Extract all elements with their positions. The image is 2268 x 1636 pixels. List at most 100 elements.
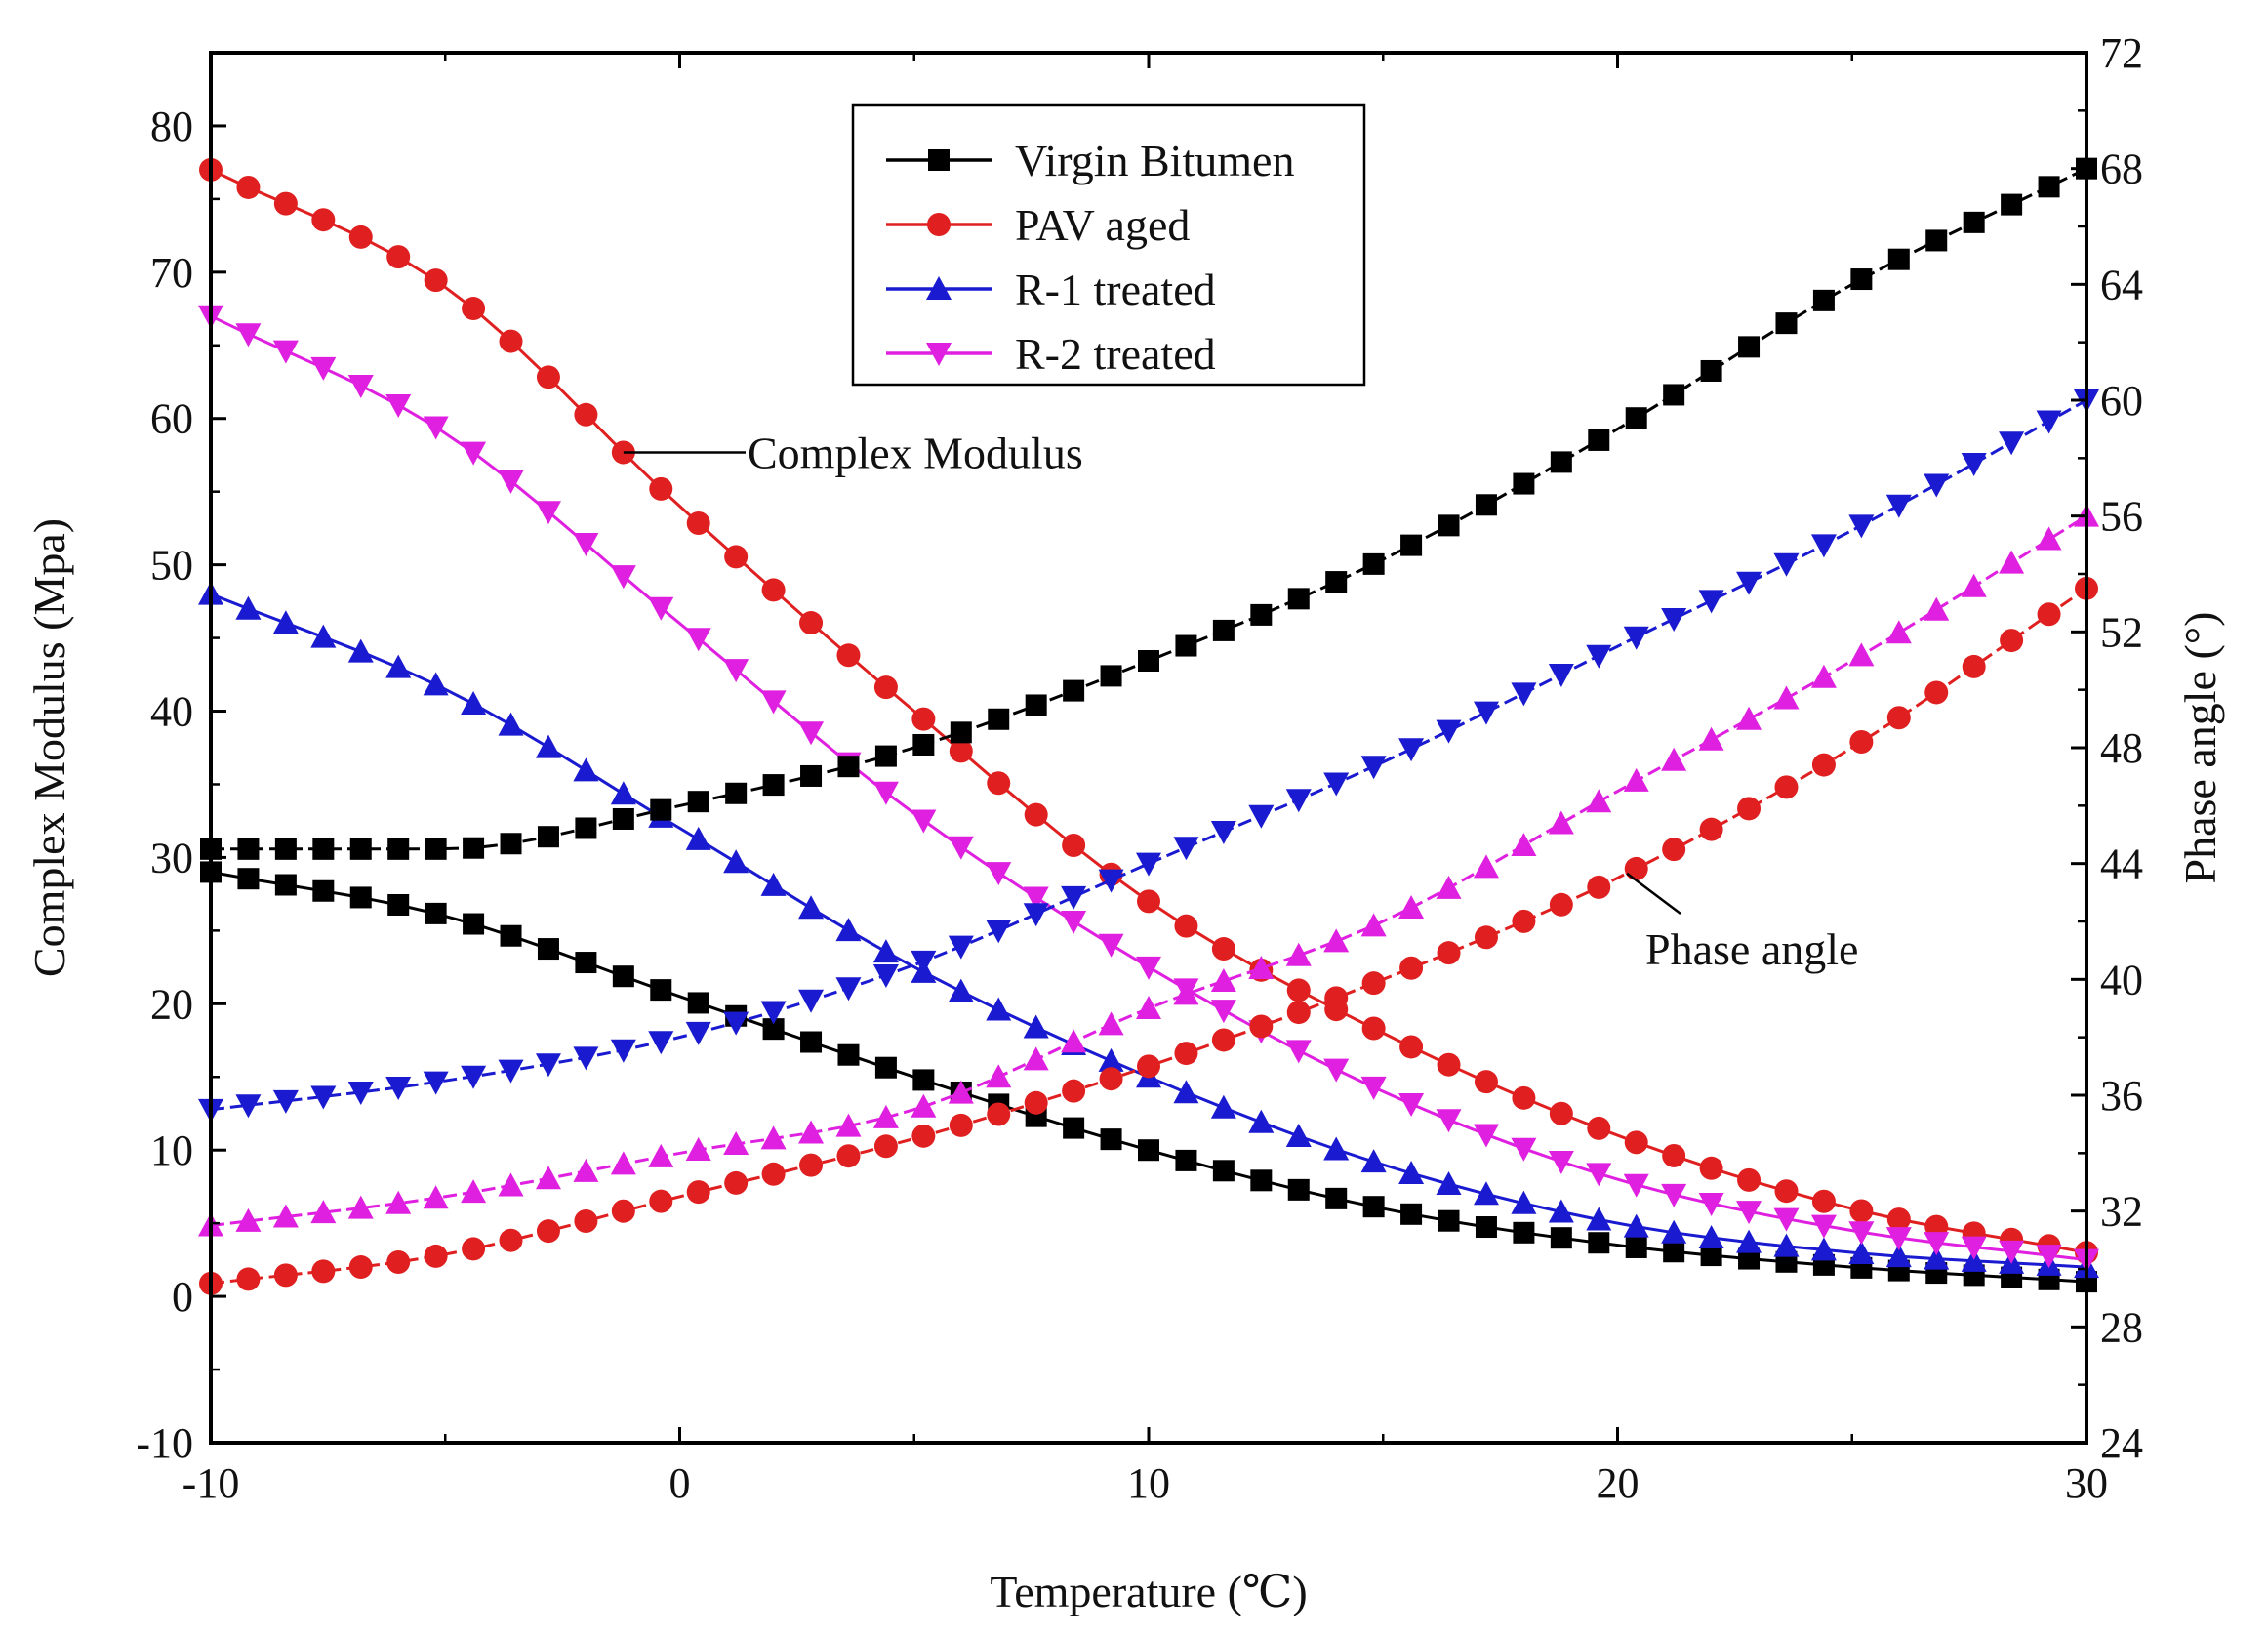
modulus-point — [836, 643, 861, 668]
phase-point — [1623, 767, 1649, 792]
phase-point — [837, 756, 860, 778]
phase-point — [762, 774, 785, 797]
modulus-point — [1698, 1225, 1724, 1249]
modulus-point — [499, 329, 523, 353]
modulus-point — [724, 545, 749, 569]
modulus-point — [1286, 978, 1311, 1002]
phase-point — [1211, 1028, 1235, 1052]
phase-point — [1661, 747, 1687, 771]
phase-point — [1550, 451, 1572, 473]
modulus-point — [1062, 833, 1086, 857]
phase-point — [686, 1180, 710, 1205]
modulus-point — [535, 734, 561, 758]
phase-point — [1773, 552, 1800, 577]
modulus-point — [1360, 1149, 1387, 1173]
phase-series-r-2-treated — [198, 503, 2099, 1237]
modulus-series-r-1-treated — [198, 581, 2099, 1279]
phase-point — [1173, 837, 1199, 861]
phase-point — [498, 1172, 524, 1197]
phase-point — [1061, 885, 1087, 910]
modulus-point — [1849, 1199, 1874, 1223]
phase-point — [1098, 1011, 1124, 1036]
modulus-point — [1137, 889, 1160, 914]
modulus-point — [273, 191, 298, 216]
phase-point — [725, 782, 748, 804]
annotation-label: Complex Modulus — [748, 428, 1083, 477]
y-axis-title: Complex Modulus (Mpa) — [24, 518, 74, 977]
phase-point — [872, 963, 899, 988]
phase-point — [347, 1081, 374, 1105]
modulus-point — [1325, 1187, 1348, 1209]
modulus-point — [798, 721, 825, 746]
modulus-point — [1474, 1070, 1498, 1094]
legend-marker — [927, 213, 951, 236]
phase-point — [1212, 619, 1235, 641]
phase-point — [535, 1166, 561, 1190]
phase-point — [536, 1219, 560, 1244]
phase-point — [574, 1208, 598, 1233]
phase-point — [1100, 665, 1122, 687]
modulus-point — [310, 356, 337, 381]
modulus-point — [1736, 1201, 1762, 1225]
modulus-point — [798, 895, 825, 920]
modulus-point — [349, 886, 372, 909]
phase-point — [387, 838, 410, 860]
modulus-point — [348, 225, 373, 249]
modulus-point — [1098, 1047, 1124, 1072]
modulus-point — [1662, 1143, 1686, 1167]
phase-point — [1475, 494, 1497, 516]
modulus-point — [1624, 1130, 1648, 1155]
modulus-point — [1024, 802, 1048, 827]
modulus-point — [1210, 1094, 1236, 1119]
phase-point — [1885, 620, 1912, 644]
modulus-point — [1100, 1128, 1122, 1151]
legend-label: R-1 treated — [1015, 265, 1216, 314]
modulus-point — [1473, 1181, 1499, 1206]
modulus-point — [610, 781, 636, 805]
y-tick-label: 30 — [150, 834, 193, 881]
phase-point — [873, 1134, 898, 1159]
modulus-point — [1212, 1160, 1235, 1182]
modulus-point — [1323, 1136, 1350, 1161]
phase-point — [1136, 996, 1161, 1019]
modulus-point — [1023, 886, 1049, 911]
modulus-point — [1737, 1167, 1762, 1192]
phase-point — [311, 1259, 336, 1284]
modulus-point — [1248, 1109, 1275, 1133]
modulus-point — [1398, 1160, 1425, 1184]
phase-point — [1586, 789, 1612, 813]
legend-label: Virgin Bitumen — [1015, 136, 1294, 185]
phase-point — [1249, 1014, 1274, 1039]
y-tick-label: 60 — [150, 395, 193, 443]
modulus-point — [1961, 1247, 1987, 1272]
y2-tick-label: 44 — [2100, 840, 2143, 888]
modulus-point — [535, 501, 561, 525]
y-tick-label: 10 — [150, 1126, 193, 1174]
phase-point — [1398, 895, 1425, 920]
phase-point — [1173, 981, 1199, 1005]
modulus-point — [760, 872, 787, 896]
phase-point — [1137, 1054, 1160, 1079]
modulus-point — [1475, 1216, 1497, 1239]
modulus-point — [462, 297, 486, 321]
modulus-point — [1773, 1233, 1800, 1257]
phase-point — [1663, 384, 1685, 406]
phase-line-r-1-treated — [210, 398, 2087, 1112]
phase-point — [948, 935, 974, 960]
phase-point — [1625, 407, 1647, 429]
modulus-point — [1924, 1246, 1950, 1270]
phase-point — [1360, 756, 1387, 780]
annotation-label: Phase angle — [1645, 924, 1858, 974]
modulus-point — [574, 402, 598, 427]
modulus-line-r-2-treated — [210, 314, 2087, 1262]
y2-tick-label: 52 — [2100, 608, 2143, 656]
phase-point — [1513, 472, 1535, 495]
modulus-point — [498, 712, 524, 736]
phase-point — [1925, 229, 1948, 252]
phase-point — [1474, 925, 1498, 950]
phase-point — [1138, 650, 1159, 672]
modulus-point — [1136, 956, 1161, 980]
modulus-point — [986, 862, 1012, 886]
phase-point — [1511, 833, 1537, 857]
y-tick-label: 20 — [150, 980, 193, 1028]
